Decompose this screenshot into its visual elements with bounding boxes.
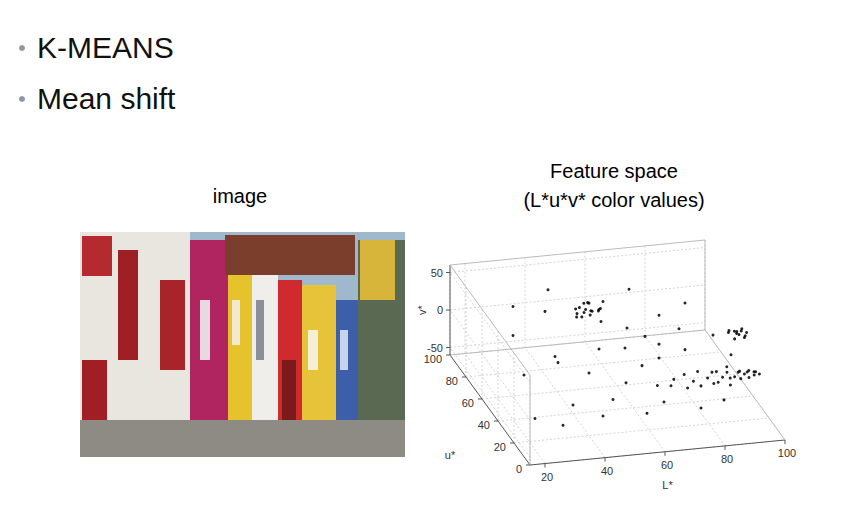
- svg-text:20: 20: [541, 471, 553, 483]
- svg-text:100: 100: [778, 447, 796, 459]
- svg-text:image: image: [213, 185, 267, 207]
- svg-text:K-MEANS: K-MEANS: [37, 31, 174, 64]
- svg-text:(L*u*v* color values): (L*u*v* color values): [523, 189, 704, 211]
- svg-text:v*: v*: [416, 304, 428, 315]
- svg-text:u*: u*: [445, 449, 456, 461]
- svg-text:50: 50: [431, 267, 443, 279]
- svg-text:0: 0: [516, 463, 522, 475]
- svg-text:60: 60: [462, 397, 474, 409]
- svg-text:L*: L*: [662, 479, 673, 491]
- svg-text:-50: -50: [427, 342, 443, 354]
- svg-text:40: 40: [478, 419, 490, 431]
- svg-text:60: 60: [661, 459, 673, 471]
- svg-text:40: 40: [601, 465, 613, 477]
- svg-text:80: 80: [446, 375, 458, 387]
- svg-text:20: 20: [494, 441, 506, 453]
- svg-text:Feature space: Feature space: [550, 160, 678, 182]
- svg-text:0: 0: [437, 304, 443, 316]
- svg-text:100: 100: [424, 353, 442, 365]
- svg-text:Mean shift: Mean shift: [37, 82, 176, 115]
- svg-text:80: 80: [721, 453, 733, 465]
